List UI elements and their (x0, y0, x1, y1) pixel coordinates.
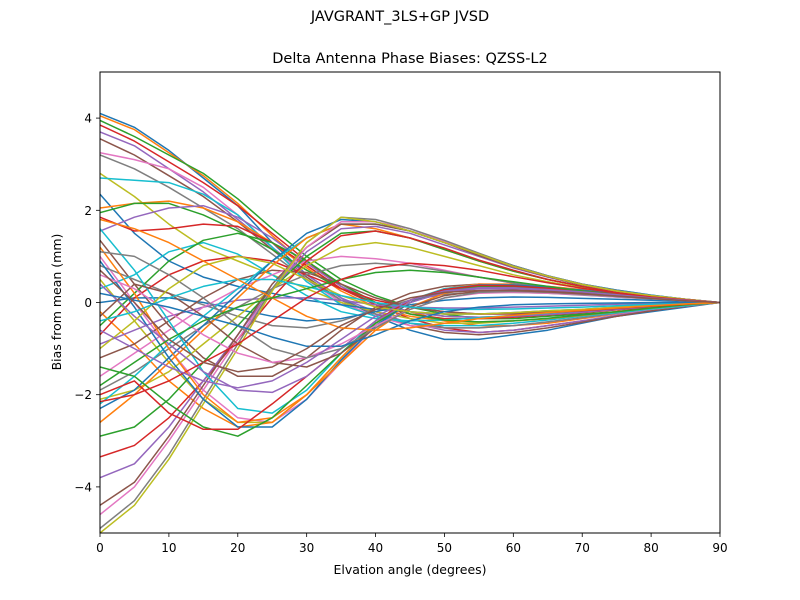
series-line-s21 (100, 296, 720, 322)
series-line-s56 (100, 269, 720, 373)
series-line-s51 (100, 292, 720, 348)
y-tick-label: 4 (84, 112, 92, 126)
y-tick-label: 0 (84, 296, 92, 310)
series-line-s50 (100, 278, 720, 322)
series-line-s49 (100, 255, 720, 350)
x-tick-label: 20 (230, 541, 245, 555)
x-tick-label: 40 (368, 541, 383, 555)
series-line-s10 (100, 177, 720, 327)
x-axis: 0 10 20 30 40 50 60 70 80 90 (96, 533, 728, 555)
x-axis-label: Elvation angle (degrees) (333, 562, 486, 577)
x-tick-label: 90 (712, 541, 727, 555)
series-line-s52 (100, 218, 720, 331)
series-line-s55 (100, 286, 720, 389)
x-tick-label: 60 (506, 541, 521, 555)
x-tick-label: 30 (299, 541, 314, 555)
x-tick-label: 70 (575, 541, 590, 555)
x-tick-label: 80 (643, 541, 658, 555)
y-tick-label: −4 (74, 480, 92, 494)
x-tick-label: 50 (437, 541, 452, 555)
y-tick-label: −2 (74, 388, 92, 402)
series-line-s39 (100, 216, 720, 533)
series-line-s3 (100, 119, 720, 320)
y-axis-label: Bias from mean (mm) (49, 234, 64, 371)
chart-title: Delta Antenna Phase Biases: QZSS-L2 (272, 51, 547, 67)
series-line-s23 (100, 232, 720, 327)
series-line-s41 (100, 260, 720, 428)
figure-suptitle: JAVGRANT_3LS+GP JVSD (310, 9, 490, 25)
x-tick-label: 0 (96, 541, 104, 555)
x-tick-label: 10 (161, 541, 176, 555)
series-group (100, 112, 720, 533)
y-tick-label: 2 (84, 204, 92, 218)
y-axis: −4 −2 0 2 4 (74, 112, 100, 494)
